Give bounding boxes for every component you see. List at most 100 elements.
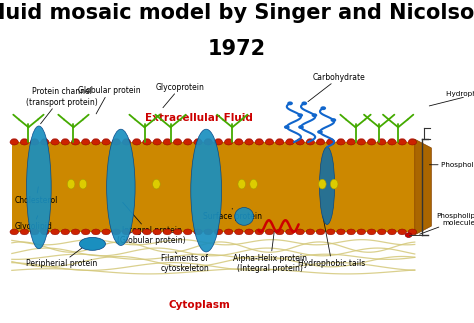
Circle shape bbox=[297, 138, 303, 143]
Text: Phospholipid bilayer: Phospholipid bilayer bbox=[429, 162, 474, 168]
Circle shape bbox=[245, 139, 253, 145]
Circle shape bbox=[204, 139, 212, 145]
Circle shape bbox=[11, 138, 18, 143]
Circle shape bbox=[408, 139, 417, 145]
Ellipse shape bbox=[79, 179, 87, 189]
Circle shape bbox=[357, 139, 365, 145]
Circle shape bbox=[143, 229, 151, 235]
Text: Extracellular Fluid: Extracellular Fluid bbox=[145, 113, 253, 123]
Circle shape bbox=[194, 229, 202, 235]
Circle shape bbox=[30, 229, 39, 235]
Circle shape bbox=[224, 139, 233, 145]
Text: Peripherial protein: Peripherial protein bbox=[26, 247, 97, 268]
Circle shape bbox=[51, 229, 59, 235]
Circle shape bbox=[164, 138, 171, 143]
Circle shape bbox=[399, 138, 406, 143]
Circle shape bbox=[368, 138, 375, 143]
Ellipse shape bbox=[330, 179, 338, 189]
Circle shape bbox=[51, 139, 59, 145]
Circle shape bbox=[41, 139, 49, 145]
Circle shape bbox=[367, 229, 376, 235]
Circle shape bbox=[82, 138, 89, 143]
Circle shape bbox=[255, 229, 264, 235]
Ellipse shape bbox=[107, 129, 135, 245]
Circle shape bbox=[316, 139, 325, 145]
Text: Fluid mosaic model by Singer and Nicolson: Fluid mosaic model by Singer and Nicolso… bbox=[0, 3, 474, 23]
Circle shape bbox=[31, 138, 38, 143]
Circle shape bbox=[71, 139, 80, 145]
Circle shape bbox=[183, 229, 192, 235]
Circle shape bbox=[327, 139, 335, 145]
Text: Glycoprotein: Glycoprotein bbox=[155, 83, 205, 108]
Circle shape bbox=[113, 138, 120, 143]
Circle shape bbox=[275, 139, 284, 145]
Circle shape bbox=[10, 229, 18, 235]
Circle shape bbox=[163, 229, 172, 235]
Circle shape bbox=[377, 229, 386, 235]
Circle shape bbox=[357, 229, 365, 235]
Circle shape bbox=[388, 139, 396, 145]
Text: Filaments of
cytoskeleton: Filaments of cytoskeleton bbox=[161, 252, 209, 273]
Text: Hydrophilic heads: Hydrophilic heads bbox=[429, 91, 474, 106]
Circle shape bbox=[284, 125, 290, 129]
Circle shape bbox=[409, 138, 416, 143]
Circle shape bbox=[286, 138, 293, 143]
Circle shape bbox=[122, 229, 131, 235]
Circle shape bbox=[103, 138, 109, 143]
Circle shape bbox=[214, 139, 223, 145]
Circle shape bbox=[265, 139, 273, 145]
Circle shape bbox=[301, 101, 307, 105]
Circle shape bbox=[122, 139, 131, 145]
Circle shape bbox=[163, 139, 172, 145]
Circle shape bbox=[52, 138, 58, 143]
Text: Integral protein
(Globular protein): Integral protein (Globular protein) bbox=[118, 203, 186, 245]
Circle shape bbox=[245, 229, 253, 235]
Circle shape bbox=[91, 229, 100, 235]
Circle shape bbox=[153, 229, 162, 235]
Circle shape bbox=[296, 229, 304, 235]
Circle shape bbox=[173, 139, 182, 145]
Ellipse shape bbox=[319, 147, 335, 224]
Ellipse shape bbox=[191, 129, 221, 252]
Circle shape bbox=[377, 139, 386, 145]
Circle shape bbox=[286, 229, 294, 235]
Circle shape bbox=[235, 229, 243, 235]
Circle shape bbox=[235, 139, 243, 145]
Circle shape bbox=[194, 139, 202, 145]
Circle shape bbox=[30, 139, 39, 145]
Circle shape bbox=[112, 139, 120, 145]
Circle shape bbox=[389, 138, 395, 143]
Ellipse shape bbox=[153, 179, 160, 189]
Circle shape bbox=[102, 139, 110, 145]
Ellipse shape bbox=[80, 237, 105, 250]
Circle shape bbox=[205, 138, 211, 143]
Ellipse shape bbox=[238, 179, 246, 189]
Circle shape bbox=[337, 229, 345, 235]
Circle shape bbox=[307, 138, 314, 143]
Circle shape bbox=[102, 229, 110, 235]
Circle shape bbox=[133, 138, 140, 143]
Circle shape bbox=[41, 138, 48, 143]
Text: Glycolipid: Glycolipid bbox=[14, 216, 52, 231]
Text: Cytoplasm: Cytoplasm bbox=[168, 300, 230, 310]
Ellipse shape bbox=[67, 179, 75, 189]
Circle shape bbox=[388, 229, 396, 235]
Circle shape bbox=[367, 139, 376, 145]
Circle shape bbox=[20, 229, 29, 235]
Circle shape bbox=[153, 139, 162, 145]
Circle shape bbox=[408, 229, 417, 235]
Circle shape bbox=[311, 113, 317, 117]
Circle shape bbox=[327, 138, 334, 143]
Ellipse shape bbox=[250, 179, 257, 189]
Ellipse shape bbox=[27, 126, 51, 249]
Polygon shape bbox=[415, 139, 431, 235]
Text: Carbohydrate: Carbohydrate bbox=[308, 73, 365, 102]
Circle shape bbox=[287, 101, 293, 105]
Circle shape bbox=[337, 138, 344, 143]
Bar bbox=[12, 142, 415, 232]
Circle shape bbox=[183, 139, 192, 145]
Circle shape bbox=[275, 229, 284, 235]
Circle shape bbox=[194, 138, 201, 143]
Circle shape bbox=[405, 233, 412, 237]
Text: Alpha-Helix protein
(Integral protein): Alpha-Helix protein (Integral protein) bbox=[233, 229, 307, 273]
